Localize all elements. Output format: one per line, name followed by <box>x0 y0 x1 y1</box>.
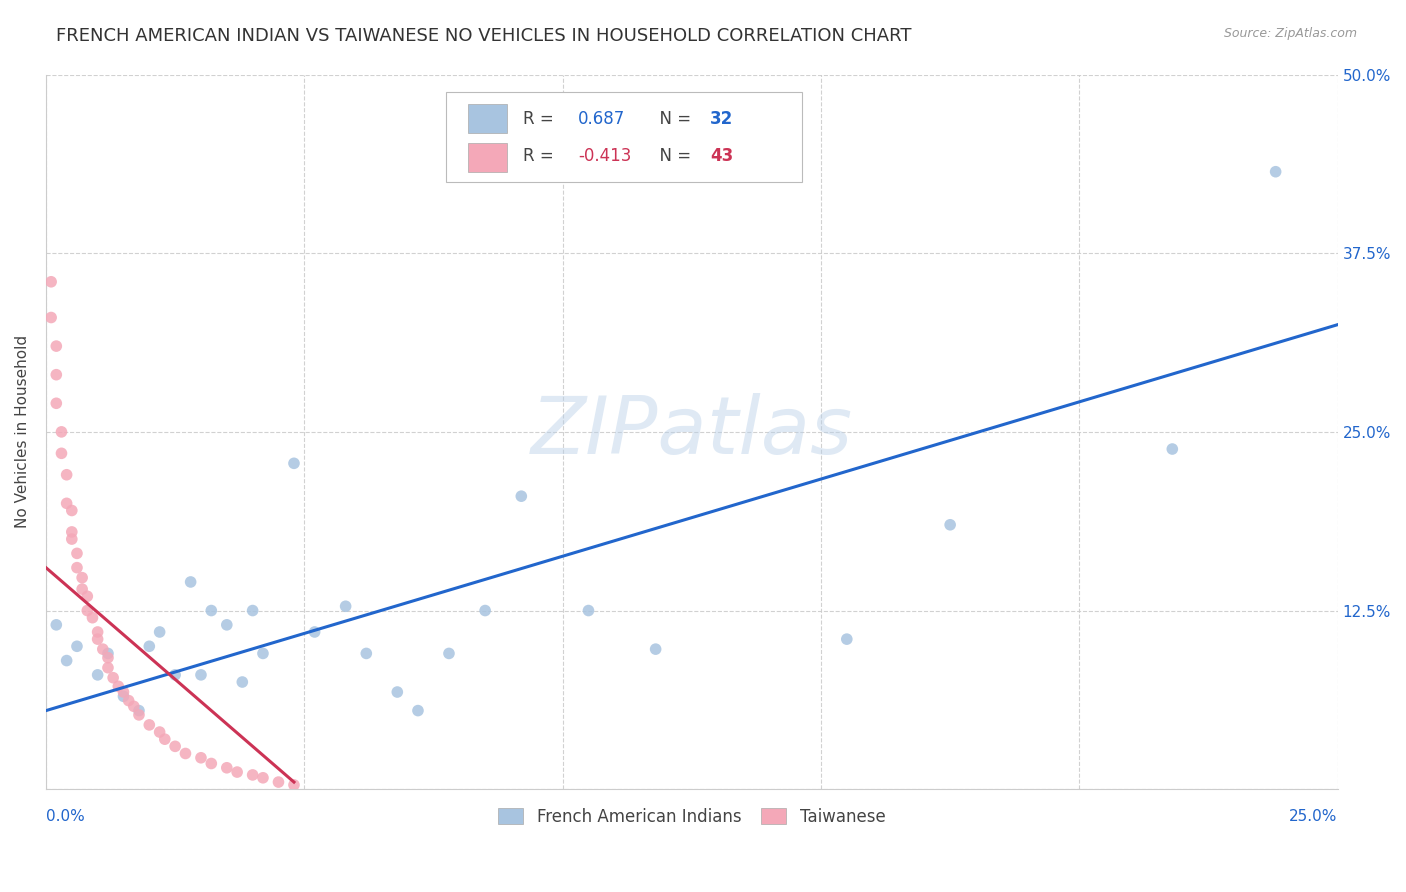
Point <box>60 524 83 539</box>
Point <box>406 704 429 718</box>
Point <box>835 632 858 647</box>
Text: N =: N = <box>650 110 696 128</box>
FancyBboxPatch shape <box>468 104 508 133</box>
Text: -0.413: -0.413 <box>578 147 631 165</box>
Point <box>1161 442 1184 456</box>
Text: R =: R = <box>523 147 558 165</box>
Point <box>39 310 62 325</box>
Point <box>45 368 67 382</box>
Point <box>215 617 238 632</box>
Point <box>66 560 89 574</box>
Point <box>153 732 176 747</box>
Point <box>55 496 77 510</box>
Point <box>1264 165 1286 179</box>
FancyBboxPatch shape <box>468 143 508 171</box>
FancyBboxPatch shape <box>446 93 801 182</box>
Point <box>231 675 253 690</box>
Point <box>128 707 150 722</box>
Point <box>45 396 67 410</box>
Point <box>97 661 120 675</box>
Point <box>55 654 77 668</box>
Point <box>138 718 160 732</box>
Text: 32: 32 <box>710 110 733 128</box>
Point <box>387 685 409 699</box>
Point <box>215 761 238 775</box>
Point <box>437 647 460 661</box>
Point <box>122 699 145 714</box>
Point <box>252 647 274 661</box>
Point <box>190 668 212 682</box>
Point <box>117 693 139 707</box>
Point <box>82 610 104 624</box>
Point <box>356 647 378 661</box>
Text: 25.0%: 25.0% <box>1289 809 1337 824</box>
Point <box>510 489 533 503</box>
Point <box>45 339 67 353</box>
Point <box>45 617 67 632</box>
Point <box>174 747 197 761</box>
Point <box>101 671 124 685</box>
Point <box>200 603 222 617</box>
Point <box>644 642 666 657</box>
Point <box>226 765 249 780</box>
Point <box>267 775 290 789</box>
Point <box>70 571 93 585</box>
Point <box>939 517 962 532</box>
Point <box>283 778 305 792</box>
Text: 0.687: 0.687 <box>578 110 626 128</box>
Point <box>252 771 274 785</box>
Point <box>200 756 222 771</box>
Point <box>55 467 77 482</box>
Point <box>112 685 135 699</box>
Point <box>70 582 93 596</box>
Point <box>242 768 264 782</box>
Point <box>66 546 89 560</box>
Point <box>335 599 357 614</box>
Point <box>165 668 187 682</box>
Y-axis label: No Vehicles in Household: No Vehicles in Household <box>15 335 30 528</box>
Point <box>107 679 129 693</box>
Point <box>51 446 73 460</box>
Point <box>39 275 62 289</box>
Legend: French American Indians, Taiwanese: French American Indians, Taiwanese <box>489 800 894 835</box>
Point <box>91 642 114 657</box>
Point <box>86 632 108 647</box>
Point <box>51 425 73 439</box>
Point <box>149 625 172 640</box>
Point <box>112 690 135 704</box>
Point <box>474 603 496 617</box>
Point <box>97 650 120 665</box>
Point <box>304 625 326 640</box>
Point <box>283 456 305 470</box>
Text: R =: R = <box>523 110 558 128</box>
Text: N =: N = <box>650 147 696 165</box>
Point <box>60 503 83 517</box>
Point <box>76 589 98 603</box>
Point <box>165 739 187 754</box>
Point <box>86 625 108 640</box>
Point <box>97 647 120 661</box>
Point <box>190 751 212 765</box>
Text: Source: ZipAtlas.com: Source: ZipAtlas.com <box>1223 27 1357 40</box>
Point <box>242 603 264 617</box>
Point <box>76 603 98 617</box>
Point <box>128 704 150 718</box>
Point <box>86 668 108 682</box>
Text: 43: 43 <box>710 147 733 165</box>
Point <box>138 640 160 654</box>
Point <box>149 725 172 739</box>
Point <box>66 640 89 654</box>
Point <box>578 603 600 617</box>
Text: 0.0%: 0.0% <box>46 809 84 824</box>
Point <box>180 574 202 589</box>
Text: FRENCH AMERICAN INDIAN VS TAIWANESE NO VEHICLES IN HOUSEHOLD CORRELATION CHART: FRENCH AMERICAN INDIAN VS TAIWANESE NO V… <box>56 27 911 45</box>
Text: ZIPatlas: ZIPatlas <box>530 392 853 471</box>
Point <box>60 532 83 546</box>
